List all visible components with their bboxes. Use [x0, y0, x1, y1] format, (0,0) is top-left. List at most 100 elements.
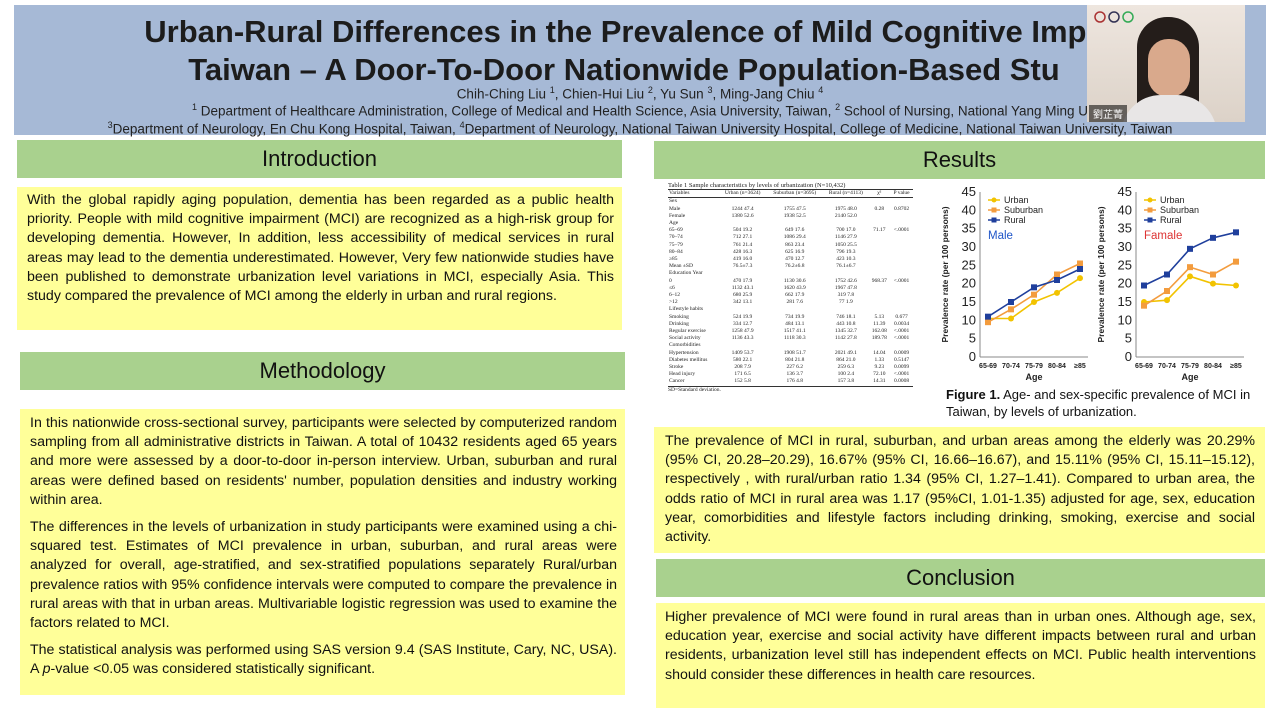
affiliation-line-1: 1 Department of Healthcare Administratio… — [191, 102, 1088, 119]
legend-marker — [1147, 217, 1153, 223]
table-cell: Regular exercise — [669, 328, 706, 335]
y-tick-label: 10 — [962, 312, 976, 327]
table-cell: 0.5147 — [893, 356, 910, 363]
y-axis-label: Prevalence rate (per 100 persons) — [1096, 206, 1106, 342]
results-heading: Results — [654, 141, 1265, 179]
data-point — [1077, 275, 1083, 282]
table-cell: 9.23 — [874, 364, 885, 371]
table-cell: Male — [669, 205, 681, 212]
author-sup: 1 — [549, 85, 555, 95]
author-sup: 4 — [818, 85, 824, 95]
table-cell: Drinking — [669, 320, 689, 327]
table-cell: <.0001 — [893, 277, 910, 284]
table-cell: 864 21.0 — [836, 356, 856, 363]
x-tick-label: ≥85 — [1230, 363, 1242, 370]
data-point — [1054, 289, 1060, 296]
data-point — [1077, 260, 1083, 267]
table-cell — [868, 270, 890, 277]
table-cell: 0.28 — [874, 205, 885, 212]
y-tick-label: 45 — [1118, 184, 1132, 199]
data-point — [1077, 266, 1083, 272]
table-cell: Age — [669, 220, 679, 227]
table-cell: 0.0099 — [893, 364, 910, 371]
table-cell — [868, 249, 890, 256]
table-cell: 796 19.3 — [836, 248, 856, 255]
table-row: Variables Urban (n=3624) Suburban (n=3695)… — [668, 189, 913, 199]
table-cell: 76.1±6.7 — [836, 263, 856, 270]
table-cell: 524 19.9 — [733, 313, 753, 320]
conclusion-heading: Conclusion — [656, 559, 1265, 597]
legend-label: Urban — [1160, 195, 1185, 205]
table-row: Lifestyle habits — [668, 306, 913, 313]
table-cell: 443 10.8 — [836, 320, 856, 327]
table-cell: 1118 30.3 — [783, 335, 806, 342]
results-box: The prevalence of MCI in rural, suburban… — [654, 427, 1265, 553]
table-cell: 662 17.9 — [785, 292, 805, 299]
table-cell: 342 13.1 — [733, 299, 753, 306]
table-cell: 1409 53.7 — [731, 349, 754, 356]
table-cell — [823, 306, 868, 313]
table-cell: 580 22.1 — [733, 356, 753, 363]
table-cell: 680 25.9 — [733, 292, 753, 299]
table-cell: 6–12 — [669, 292, 680, 299]
legend-marker — [1147, 207, 1153, 213]
figure-caption: Figure 1. Age- and sex-specific prevalen… — [946, 387, 1251, 419]
table-cell: 0 — [669, 277, 672, 284]
table-cell: 319 7.8 — [837, 292, 855, 299]
author-sup: 2 — [647, 85, 653, 95]
data-point — [1141, 302, 1147, 309]
x-tick-label: 80-84 — [1204, 363, 1222, 370]
table-cell: <.0001 — [893, 227, 910, 234]
data-point — [985, 313, 991, 320]
table-cell — [868, 242, 890, 249]
y-tick-label: 15 — [962, 294, 976, 309]
table-cell: 804 21.8 — [785, 356, 805, 363]
data-point — [1008, 315, 1014, 322]
table-row: Education Year — [668, 270, 913, 277]
table-cell: 14.04 — [873, 349, 886, 356]
table-cell: 80–84 — [669, 248, 683, 255]
table-cell — [766, 306, 823, 313]
table-cell: <.0001 — [893, 335, 910, 342]
x-tick-label: 70-74 — [1158, 363, 1176, 370]
table-cell: ≥85 — [669, 256, 678, 263]
chart-female: 0 5 10 15 20 25 30 35 40 45 65-69 70-74 75-79 80-84 ≥8… — [1096, 184, 1244, 382]
table-cell: 157 3.8 — [837, 378, 855, 385]
table-cell: 1136 43.3 — [731, 335, 754, 342]
table-cell: 470 12.7 — [785, 256, 805, 263]
data-point — [1054, 271, 1060, 278]
y-tick-label: 40 — [1118, 202, 1132, 217]
table-cell: 334 12.7 — [733, 320, 753, 327]
table-row: Age — [668, 220, 913, 227]
table-row: 6–12 680 25.9 662 17.9 319 7.8 — [668, 292, 913, 299]
y-tick-label: 0 — [969, 349, 976, 364]
author-name: Chih-Ching Liu — [456, 86, 546, 102]
table-cell — [890, 342, 913, 349]
table-cell: 968.37 — [871, 277, 887, 284]
table-cell — [719, 220, 767, 227]
data-point — [1031, 284, 1037, 291]
table-cell: 2140 52.0 — [834, 212, 857, 219]
data-point — [1187, 245, 1193, 252]
table-cell: 72.10 — [873, 371, 886, 378]
table-row: 65–69 504 19.2 649 17.6 700 17.0 71.17 <.0001 — [668, 227, 913, 234]
table-row: Comorbidities — [668, 342, 913, 349]
x-tick-label: 80-84 — [1048, 363, 1066, 370]
table-cell: 1132 43.1 — [731, 284, 754, 291]
data-point — [1141, 282, 1147, 289]
table-cell: 1967 47.8 — [834, 284, 857, 291]
methodology-heading: Methodology — [20, 352, 625, 390]
table-row: Head injury 171 6.5 136 3.7 100 2.4 72.10 <.0… — [668, 371, 913, 378]
table-cell: 423 10.3 — [836, 256, 856, 263]
table-cell: 1975 48.0 — [834, 205, 857, 212]
table-cell: 71.17 — [873, 227, 886, 234]
table-cell — [766, 342, 823, 349]
table-cell: Female — [669, 212, 686, 219]
table-row: ≥85 419 16.0 470 12.7 423 10.3 — [668, 256, 913, 263]
table-cell — [766, 198, 823, 206]
table-cell: 0.0034 — [893, 320, 910, 327]
table-cell: 1380 52.6 — [731, 212, 754, 219]
y-tick-label: 15 — [1118, 294, 1132, 309]
poster-title: Urban-Rural Differences in the Prevalenc… — [34, 13, 1214, 89]
legend-label: Suburban — [1004, 205, 1043, 215]
